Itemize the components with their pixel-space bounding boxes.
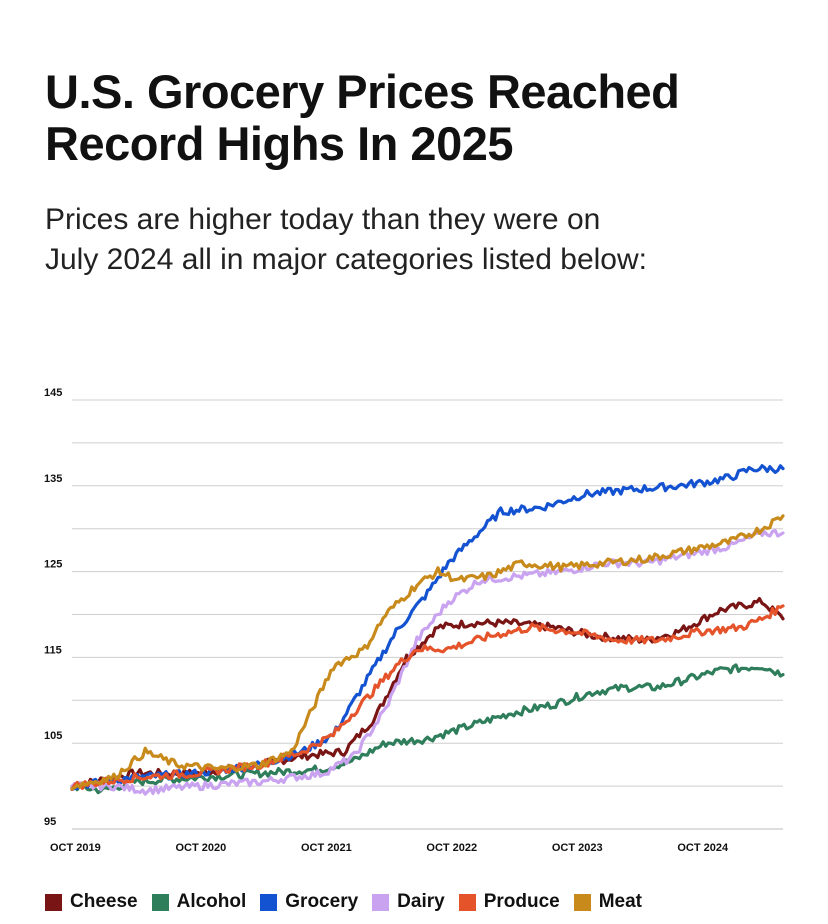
y-tick-label-145: 145 xyxy=(44,387,62,399)
legend-item-cheese: Cheese xyxy=(45,891,138,913)
legend-label-alcohol: Alcohol xyxy=(176,891,247,912)
y-tick-label-95: 95 xyxy=(44,816,56,828)
legend-item-produce: Produce xyxy=(458,891,560,913)
legend-item-dairy: Dairy xyxy=(372,891,445,913)
title-line-2: Record Highs In 2025 xyxy=(45,117,514,170)
series-line-grocery xyxy=(70,464,785,791)
y-axis: 95 105 115 125 135 145 xyxy=(44,387,62,828)
series-line-dairy xyxy=(70,528,785,796)
chart-title: U.S. Grocery Prices Reached Record Highs… xyxy=(45,66,805,170)
series-line-meat xyxy=(70,514,785,791)
legend-item-meat: Meat xyxy=(573,891,643,913)
y-tick-label-135: 135 xyxy=(44,473,62,485)
series-lines xyxy=(70,464,785,796)
chart-subtitle: Prices are higher today than they were o… xyxy=(45,200,805,280)
x-tick-label-2: OCT 2021 xyxy=(301,842,352,854)
x-tick-label-4: OCT 2023 xyxy=(552,842,603,854)
legend-swatch-produce xyxy=(458,893,476,911)
y-tick-label-125: 125 xyxy=(44,559,62,571)
legend-swatch-grocery xyxy=(260,893,278,911)
legend-item-alcohol: Alcohol xyxy=(151,891,247,913)
x-tick-label-3: OCT 2022 xyxy=(426,842,477,854)
legend: Cheese Alcohol Grocery Dairy Produce Mea… xyxy=(45,888,642,916)
subtitle-line-1: Prices are higher today than they were o… xyxy=(45,203,601,236)
legend-swatch-meat xyxy=(573,893,591,911)
gridlines xyxy=(72,399,783,830)
legend-label-cheese: Cheese xyxy=(70,891,138,912)
legend-label-grocery: Grocery xyxy=(285,891,359,912)
legend-item-grocery: Grocery xyxy=(260,891,358,913)
subtitle-line-2: July 2024 all in major categories listed… xyxy=(45,243,647,276)
y-tick-label-115: 115 xyxy=(44,644,62,656)
y-tick-label-105: 105 xyxy=(44,730,62,742)
title-line-1: U.S. Grocery Prices Reached xyxy=(45,65,680,118)
x-tick-label-1: OCT 2020 xyxy=(175,842,226,854)
legend-swatch-dairy xyxy=(372,893,390,911)
x-tick-label-5: OCT 2024 xyxy=(677,842,729,854)
x-axis: OCT 2019 OCT 2020 OCT 2021 OCT 2022 OCT 2023… xyxy=(50,842,729,854)
legend-swatch-cheese xyxy=(45,893,62,911)
legend-label-dairy: Dairy xyxy=(397,891,445,912)
legend-label-produce: Produce xyxy=(483,891,560,912)
legend-swatch-alcohol xyxy=(151,893,169,911)
legend-label-meat: Meat xyxy=(598,891,643,912)
series-line-produce xyxy=(70,604,785,791)
series-line-cheese xyxy=(70,597,785,790)
x-tick-label-0: OCT 2019 xyxy=(50,842,101,854)
